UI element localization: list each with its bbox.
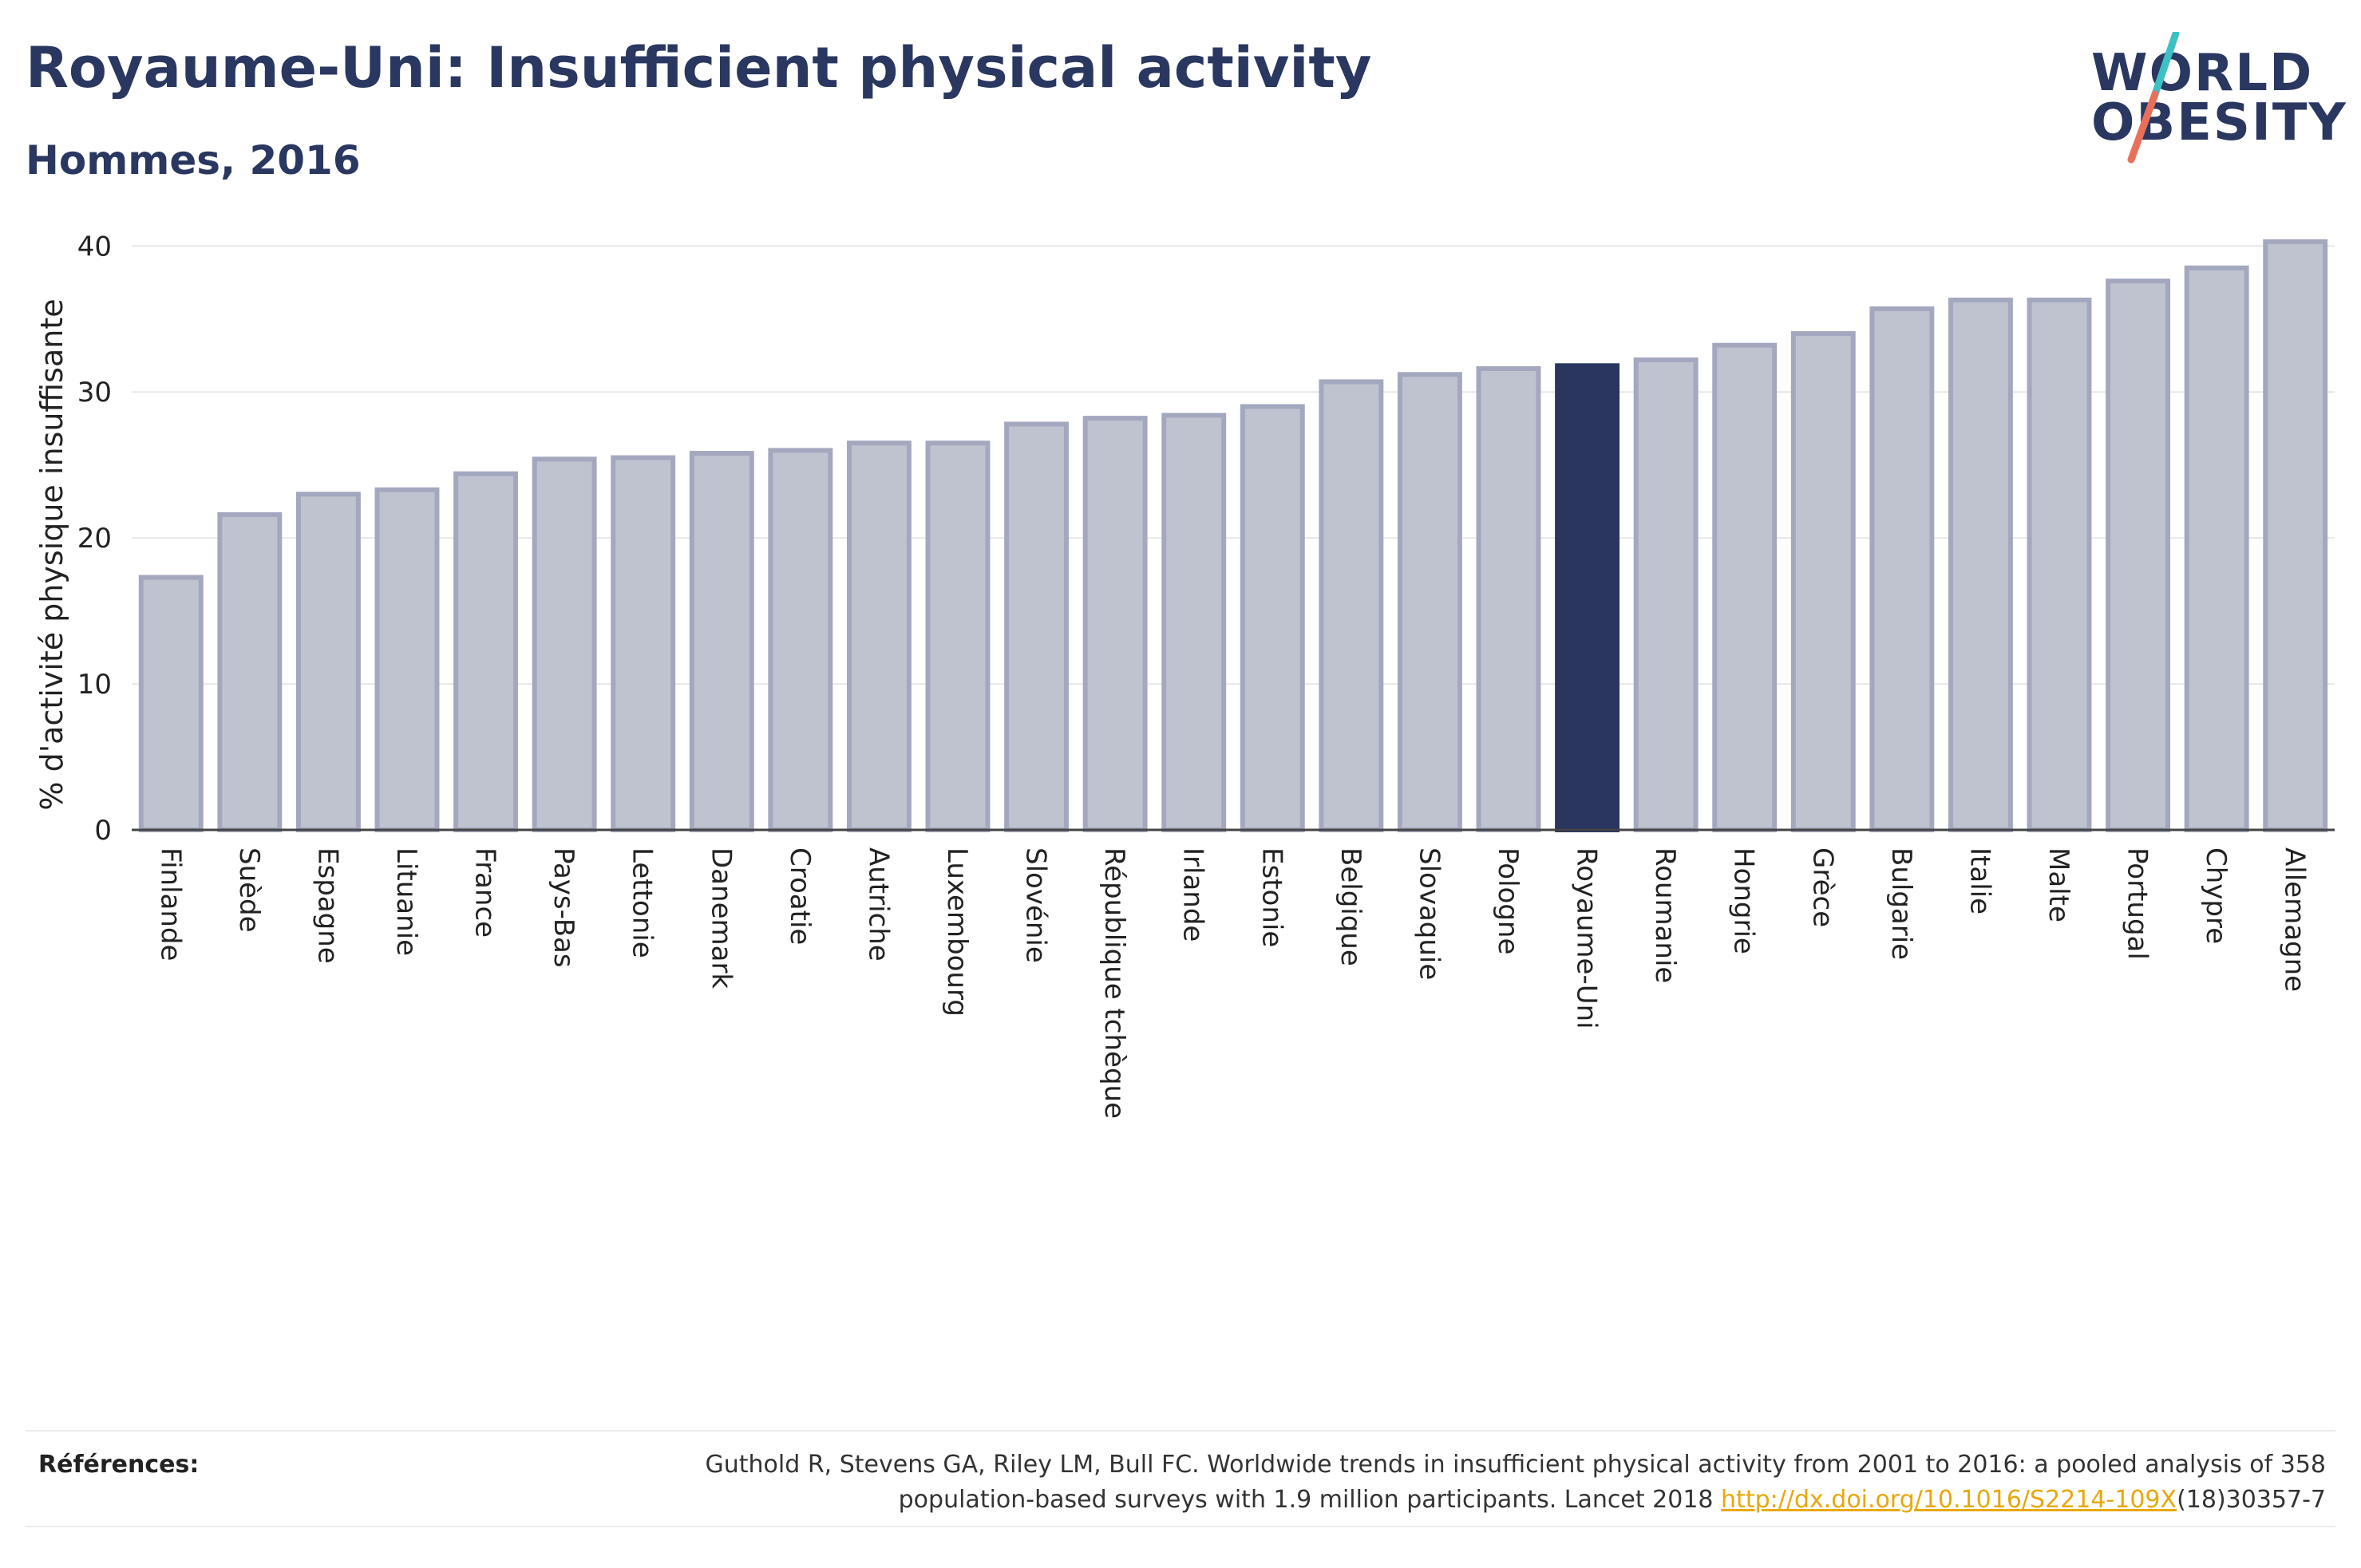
- bar-22: [1869, 306, 1935, 832]
- bar-27: [2263, 239, 2328, 832]
- references-citation: Guthold R, Stevens GA, Riley LM, Bull FC…: [706, 1448, 2326, 1518]
- x-tick-label: France: [469, 847, 501, 938]
- bar-21: [1790, 331, 1856, 832]
- bar-26: [2184, 265, 2249, 833]
- bar-7: [689, 451, 754, 832]
- x-tick-label: Slovaquie: [1413, 847, 1445, 980]
- x-tick-label: Italie: [1964, 847, 1995, 914]
- bar-25: [2106, 278, 2171, 832]
- bar-17: [1476, 365, 1541, 832]
- logo-slash-icon: [2127, 32, 2180, 164]
- citation-line-1: Guthold R, Stevens GA, Riley LM, Bull FC…: [705, 1451, 2326, 1479]
- x-tick-label: Roumanie: [1649, 847, 1681, 983]
- bar-13: [1161, 413, 1227, 832]
- references-label: Références:: [38, 1451, 200, 1479]
- x-tick-label: Pologne: [1492, 847, 1524, 954]
- bar-11: [1004, 421, 1070, 833]
- bar-1: [217, 511, 283, 832]
- x-tick-label: Croatie: [784, 847, 816, 945]
- x-tick-label: Estonie: [1256, 847, 1287, 947]
- bar-10: [925, 440, 991, 832]
- y-tick-label: 10: [77, 669, 112, 701]
- x-tick-label: République tchèque: [1098, 847, 1130, 1119]
- x-tick-label: Belgique: [1335, 847, 1366, 966]
- y-tick-label: 0: [94, 815, 112, 847]
- x-tick-label: Royaume-Uni: [1571, 847, 1603, 1029]
- bar-6: [611, 455, 676, 832]
- bar-18: [1555, 363, 1620, 833]
- logo-line-2: OBESITY: [2091, 93, 2347, 152]
- y-tick-label: 30: [77, 377, 112, 409]
- citation-text: population-based surveys with 1.9 millio…: [898, 1486, 1722, 1514]
- bar-4: [453, 471, 519, 832]
- citation-suffix: (18)30357-7: [2177, 1486, 2326, 1514]
- x-tick-label: Danemark: [705, 847, 737, 989]
- bar-15: [1319, 379, 1384, 833]
- x-tick-label: Irlande: [1177, 847, 1209, 942]
- bar-0: [138, 575, 204, 832]
- bar-16: [1397, 372, 1462, 832]
- bar-14: [1240, 404, 1305, 832]
- x-tick-label: Pays-Bas: [548, 847, 579, 968]
- bar-chart: 0 10 20 30 40 % d'activité physique insuffisa…: [34, 231, 2335, 1119]
- bar-5: [532, 456, 597, 832]
- x-tick-label: Grèce: [1806, 847, 1838, 927]
- y-tick-label: 40: [77, 231, 112, 263]
- bar-20: [1712, 342, 1778, 832]
- x-tick-label: Bulgarie: [1885, 847, 1917, 960]
- x-tick-label: Autriche: [862, 847, 894, 962]
- citation-line-2: population-based surveys with 1.9 millio…: [706, 1483, 2326, 1518]
- x-tick-label: Hongrie: [1728, 847, 1760, 954]
- bar-23: [1948, 297, 2013, 833]
- x-tick-label: Slovénie: [1020, 847, 1052, 963]
- bar-9: [846, 440, 912, 832]
- x-tick-label: Espagne: [311, 847, 343, 964]
- world-obesity-logo: WORLD OBESITY: [2075, 32, 2347, 168]
- x-tick-label: Luxembourg: [941, 847, 973, 1017]
- doi-link[interactable]: http://dx.doi.org/10.1016/S2214-109X: [1721, 1486, 2177, 1514]
- x-tick-label: Portugal: [2122, 847, 2153, 960]
- x-tick-label: Finlande: [154, 847, 186, 961]
- references-panel: Références: Guthold R, Stevens GA, Riley…: [26, 1430, 2335, 1527]
- x-tick-label: Malte: [2043, 847, 2074, 922]
- y-tick-label: 20: [77, 523, 112, 555]
- bar-19: [1633, 357, 1699, 833]
- bar-12: [1082, 416, 1148, 832]
- y-axis-label: % d'activité physique insuffisante: [34, 298, 69, 810]
- bar-3: [374, 487, 440, 833]
- bar-24: [2027, 297, 2092, 833]
- logo-line-1: WORLD: [2091, 44, 2314, 103]
- bar-8: [768, 448, 833, 832]
- x-tick-label: Suède: [233, 847, 265, 933]
- x-tick-label: Allemagne: [2279, 847, 2311, 992]
- x-tick-label: Chypre: [2200, 847, 2232, 944]
- x-tick-label: Lituanie: [390, 847, 422, 956]
- bar-2: [295, 492, 361, 833]
- chart-title: Royaume-Uni: Insufficient physical activ…: [26, 35, 1372, 101]
- x-tick-label: Lettonie: [627, 847, 658, 958]
- chart-subtitle: Hommes, 2016: [26, 137, 361, 184]
